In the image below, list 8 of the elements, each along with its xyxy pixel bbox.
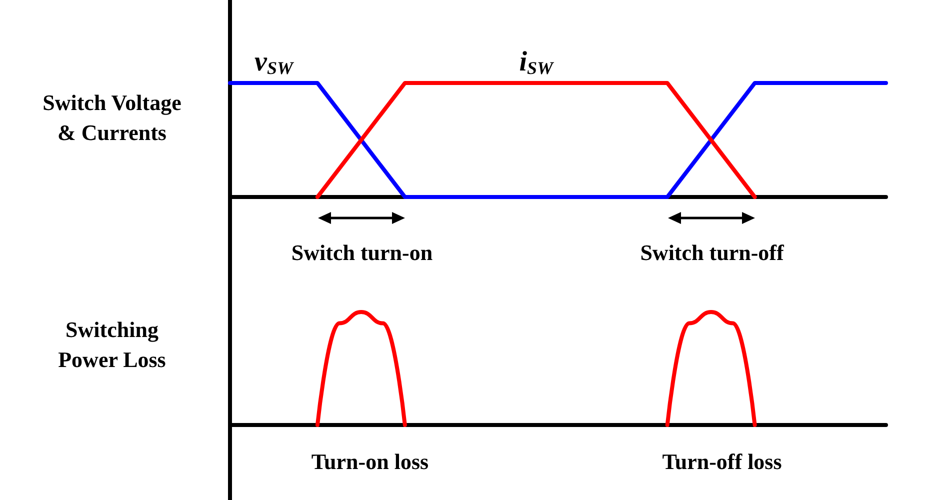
text: Switch turn-off: [640, 239, 784, 267]
y-axis-title: Switching Power Loss: [58, 316, 166, 374]
text: Turn-off loss: [662, 448, 782, 476]
series-label: vSW: [254, 46, 295, 78]
y-axis-title: Switch Voltage & Currents: [42, 89, 182, 147]
text: Turn-on loss: [311, 448, 429, 476]
text: Switch turn-on: [291, 239, 433, 267]
series-label: iSW: [519, 46, 556, 78]
